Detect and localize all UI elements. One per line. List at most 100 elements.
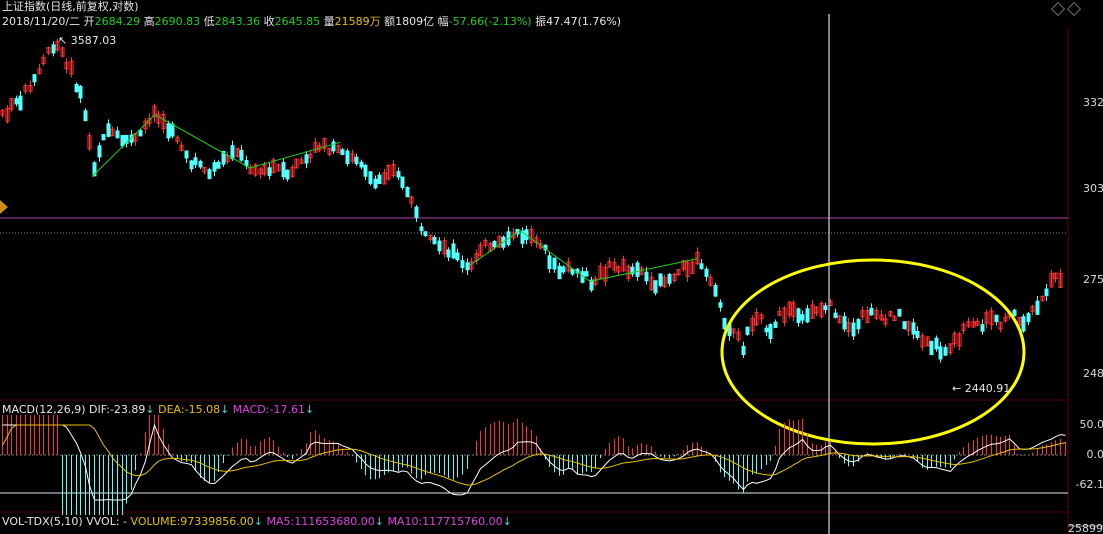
candle-up bbox=[28, 85, 33, 92]
candle-down bbox=[239, 149, 244, 161]
candle-up bbox=[883, 318, 888, 325]
candle-up bbox=[202, 166, 207, 173]
candle-down bbox=[267, 167, 272, 176]
candle-down bbox=[14, 98, 19, 105]
candle-down bbox=[552, 257, 557, 270]
macd-axis: 50.0 0.0 -62.1 bbox=[1068, 402, 1103, 512]
candle-down bbox=[805, 308, 810, 323]
candle-down bbox=[800, 314, 805, 321]
candle-up bbox=[777, 311, 782, 316]
dea-line bbox=[2, 424, 1066, 486]
macd-name: MACD(12,26,9) bbox=[2, 403, 86, 416]
candle-down bbox=[92, 162, 97, 177]
candle-down bbox=[396, 171, 401, 178]
dea-arrow: ↓ bbox=[220, 403, 230, 416]
candle-up bbox=[64, 61, 69, 70]
candle-down bbox=[446, 249, 451, 258]
candle-up bbox=[612, 262, 617, 271]
price-axis: 332 303 275 248 bbox=[1068, 30, 1103, 400]
candle-down bbox=[230, 145, 235, 160]
price-tick: 332 bbox=[1083, 96, 1103, 109]
candle-down bbox=[432, 236, 437, 245]
candle-up bbox=[483, 240, 488, 246]
low-label: 低 bbox=[203, 15, 215, 28]
price-tick: 303 bbox=[1083, 182, 1103, 195]
macd-label: MACD: bbox=[232, 403, 270, 416]
open-value: 2684.29 bbox=[94, 15, 141, 28]
change-label: 幅 bbox=[437, 15, 449, 28]
candle-up bbox=[5, 107, 10, 122]
candle-down bbox=[465, 262, 470, 271]
candle-down bbox=[704, 268, 709, 277]
macd-tick: 0.0 bbox=[1086, 448, 1103, 461]
ma5-arrow: ↓ bbox=[374, 515, 384, 528]
candle-down bbox=[557, 265, 562, 280]
candle-up bbox=[147, 117, 152, 124]
candle-down bbox=[331, 141, 336, 152]
candle-down bbox=[1044, 288, 1049, 297]
candle-up bbox=[290, 166, 295, 178]
candle-up bbox=[511, 232, 516, 239]
left-expand-arrow-icon[interactable] bbox=[0, 200, 8, 214]
candle-down bbox=[713, 284, 718, 297]
candle-up bbox=[616, 266, 621, 273]
candle-down bbox=[83, 110, 88, 122]
candle-down bbox=[437, 240, 442, 252]
candle-up bbox=[837, 315, 842, 324]
dif-value: -23.89 bbox=[109, 403, 146, 416]
candle-up bbox=[327, 147, 332, 155]
amplitude-label: 振 bbox=[535, 15, 547, 28]
candle-up bbox=[782, 307, 787, 323]
dea-label: DEA: bbox=[158, 403, 185, 416]
ma10-label: MA10: bbox=[387, 515, 423, 528]
candle-up bbox=[925, 336, 930, 347]
candle-down bbox=[994, 314, 999, 323]
amplitude-value: 47.47(1.76%) bbox=[546, 15, 622, 28]
open-label: 开 bbox=[83, 15, 95, 28]
candle-up bbox=[258, 168, 263, 175]
candle-up bbox=[759, 314, 764, 320]
trend-line bbox=[91, 114, 341, 177]
candle-down bbox=[363, 164, 368, 177]
candle-up bbox=[989, 310, 994, 326]
candle-up bbox=[975, 320, 980, 326]
candle-down bbox=[340, 149, 345, 156]
candle-up bbox=[814, 306, 819, 314]
candle-up bbox=[409, 196, 414, 204]
candle-down bbox=[207, 169, 212, 180]
candle-up bbox=[428, 235, 433, 240]
chart-title: 上证指数(日线,前复权,对数) bbox=[2, 0, 139, 13]
candle-up bbox=[442, 240, 447, 255]
vol-legend: VOL-TDX(5,10) VVOL: - VOLUME:97339856.00… bbox=[2, 515, 512, 529]
candle-up bbox=[1040, 296, 1045, 302]
candle-up bbox=[253, 164, 258, 176]
dea-value: -15.08 bbox=[184, 403, 221, 416]
candle-up bbox=[690, 261, 695, 274]
candle-up bbox=[860, 310, 865, 318]
candle-down bbox=[520, 230, 525, 244]
candle-up bbox=[1053, 272, 1058, 280]
candle-up bbox=[662, 276, 667, 288]
volume-arrow: ↓ bbox=[253, 515, 263, 528]
volume-value: 21589万 bbox=[334, 15, 381, 28]
candle-up bbox=[386, 164, 391, 180]
candle-down bbox=[869, 307, 874, 316]
candle-down bbox=[189, 160, 194, 170]
candle-up bbox=[41, 56, 46, 65]
candle-down bbox=[943, 347, 948, 356]
ma10-arrow: ↓ bbox=[502, 515, 512, 528]
candle-up bbox=[37, 68, 42, 74]
highlight-circle bbox=[720, 258, 1026, 446]
candle-up bbox=[235, 147, 240, 157]
candle-down bbox=[547, 255, 552, 270]
candle-up bbox=[308, 153, 313, 159]
candle-up bbox=[676, 269, 681, 276]
candle-up bbox=[791, 302, 796, 318]
macd-legend: MACD(12,26,9) DIF:-23.89↓ DEA:-15.08↓ MA… bbox=[2, 403, 314, 417]
candle-up bbox=[1017, 316, 1022, 326]
candle-down bbox=[212, 162, 217, 172]
candle-up bbox=[971, 321, 976, 328]
candle-down bbox=[897, 308, 902, 317]
candle-down bbox=[1021, 316, 1026, 332]
